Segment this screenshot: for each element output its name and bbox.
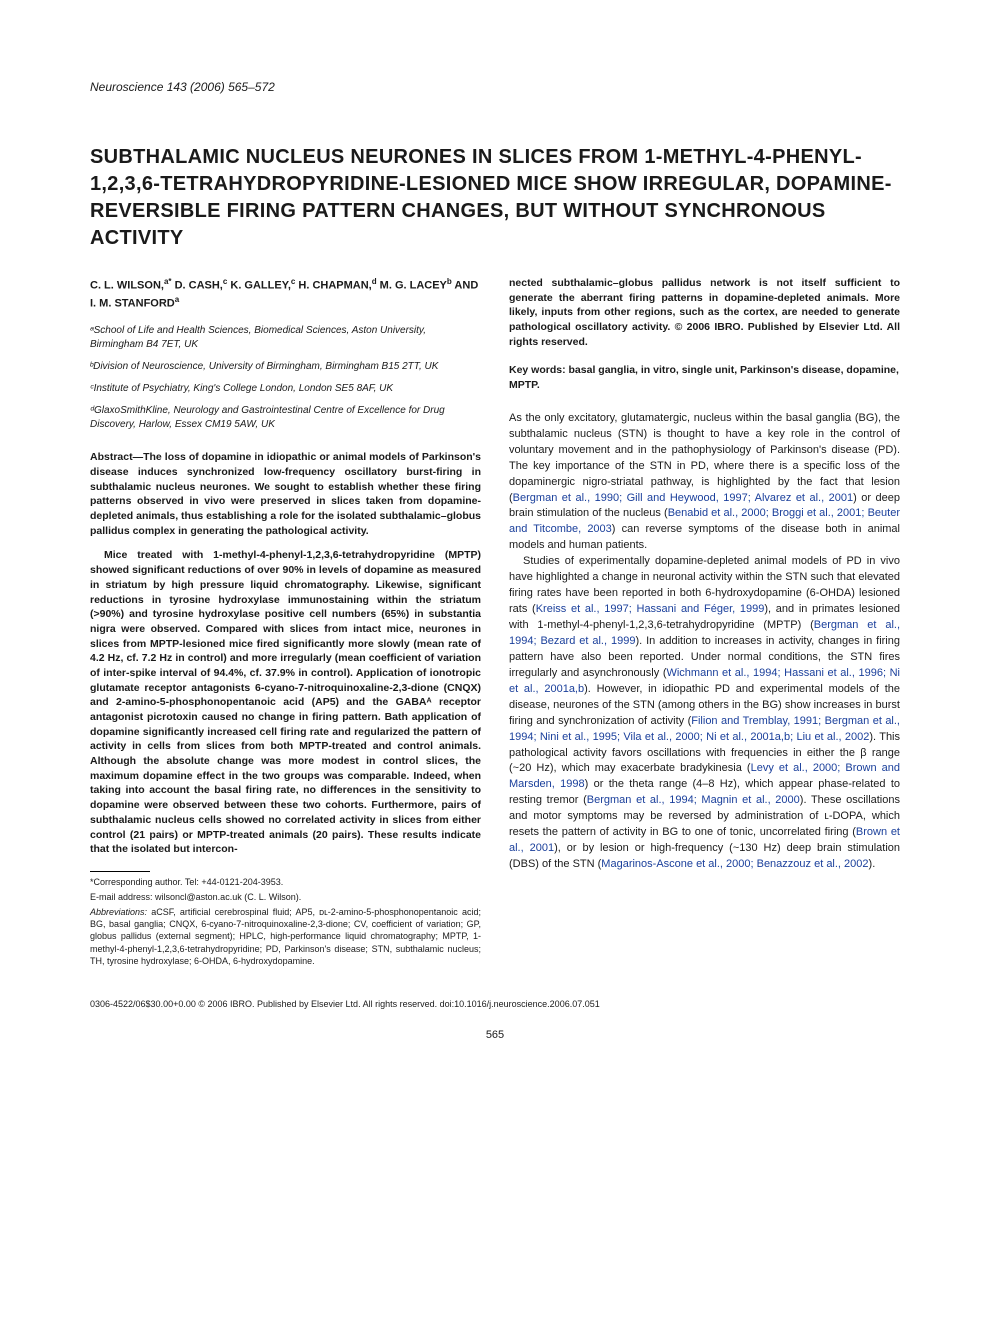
affiliation-d: ᵈGlaxoSmithKline, Neurology and Gastroin… xyxy=(90,404,481,432)
abbrev-label: Abbreviations: xyxy=(90,907,147,917)
intro-para-1: As the only excitatory, glutamatergic, n… xyxy=(509,411,900,554)
text-run: ). xyxy=(869,858,876,870)
journal-header: Neuroscience 143 (2006) 565–572 xyxy=(90,80,900,94)
author-list: C. L. WILSON,a* D. CASH,c K. GALLEY,c H.… xyxy=(90,276,481,312)
citation-link[interactable]: Kreiss et al., 1997; Hassani and Féger, … xyxy=(536,603,765,615)
abstract-para-2: Mice treated with 1-methyl-4-phenyl-1,2,… xyxy=(90,548,481,856)
abstract-continued: nected subthalamic–globus pallidus netwo… xyxy=(509,276,900,349)
intro-para-2: Studies of experimentally dopamine-deple… xyxy=(509,554,900,873)
affiliation-a: ᵃSchool of Life and Health Sciences, Bio… xyxy=(90,324,481,352)
text-run: As the only excitatory, glutamatergic, n… xyxy=(509,412,900,504)
introduction-body: As the only excitatory, glutamatergic, n… xyxy=(509,411,900,873)
citation-link[interactable]: Magarinos-Ascone et al., 2000; Benazzouz… xyxy=(601,858,868,870)
footnote-divider xyxy=(90,871,150,872)
affiliation-b: ᵇDivision of Neuroscience, University of… xyxy=(90,360,481,374)
email-address: E-mail address: wilsoncl@aston.ac.uk (C.… xyxy=(90,891,481,903)
page-number: 565 xyxy=(90,1029,900,1041)
affiliation-c: ᶜInstitute of Psychiatry, King's College… xyxy=(90,382,481,396)
right-column: nected subthalamic–globus pallidus netwo… xyxy=(509,276,900,967)
copyright-doi: 0306-4522/06$30.00+0.00 © 2006 IBRO. Pub… xyxy=(90,999,900,1009)
citation-link[interactable]: Bergman et al., 1994; Magnin et al., 200… xyxy=(587,794,800,806)
corresponding-author: *Corresponding author. Tel: +44-0121-204… xyxy=(90,876,481,888)
keywords: Key words: basal ganglia, in vitro, sing… xyxy=(509,363,900,392)
abbrev-text: aCSF, artificial cerebrospinal fluid; AP… xyxy=(90,907,481,966)
abstract-para-1: Abstract—The loss of dopamine in idiopat… xyxy=(90,450,481,538)
abbreviations: Abbreviations: aCSF, artificial cerebros… xyxy=(90,906,481,967)
abstract: Abstract—The loss of dopamine in idiopat… xyxy=(90,450,481,857)
article-title: SUBTHALAMIC NUCLEUS NEURONES IN SLICES F… xyxy=(90,144,900,252)
two-column-layout: C. L. WILSON,a* D. CASH,c K. GALLEY,c H.… xyxy=(90,276,900,967)
citation-link[interactable]: Bergman et al., 1990; Gill and Heywood, … xyxy=(513,492,853,504)
left-column: C. L. WILSON,a* D. CASH,c K. GALLEY,c H.… xyxy=(90,276,481,967)
